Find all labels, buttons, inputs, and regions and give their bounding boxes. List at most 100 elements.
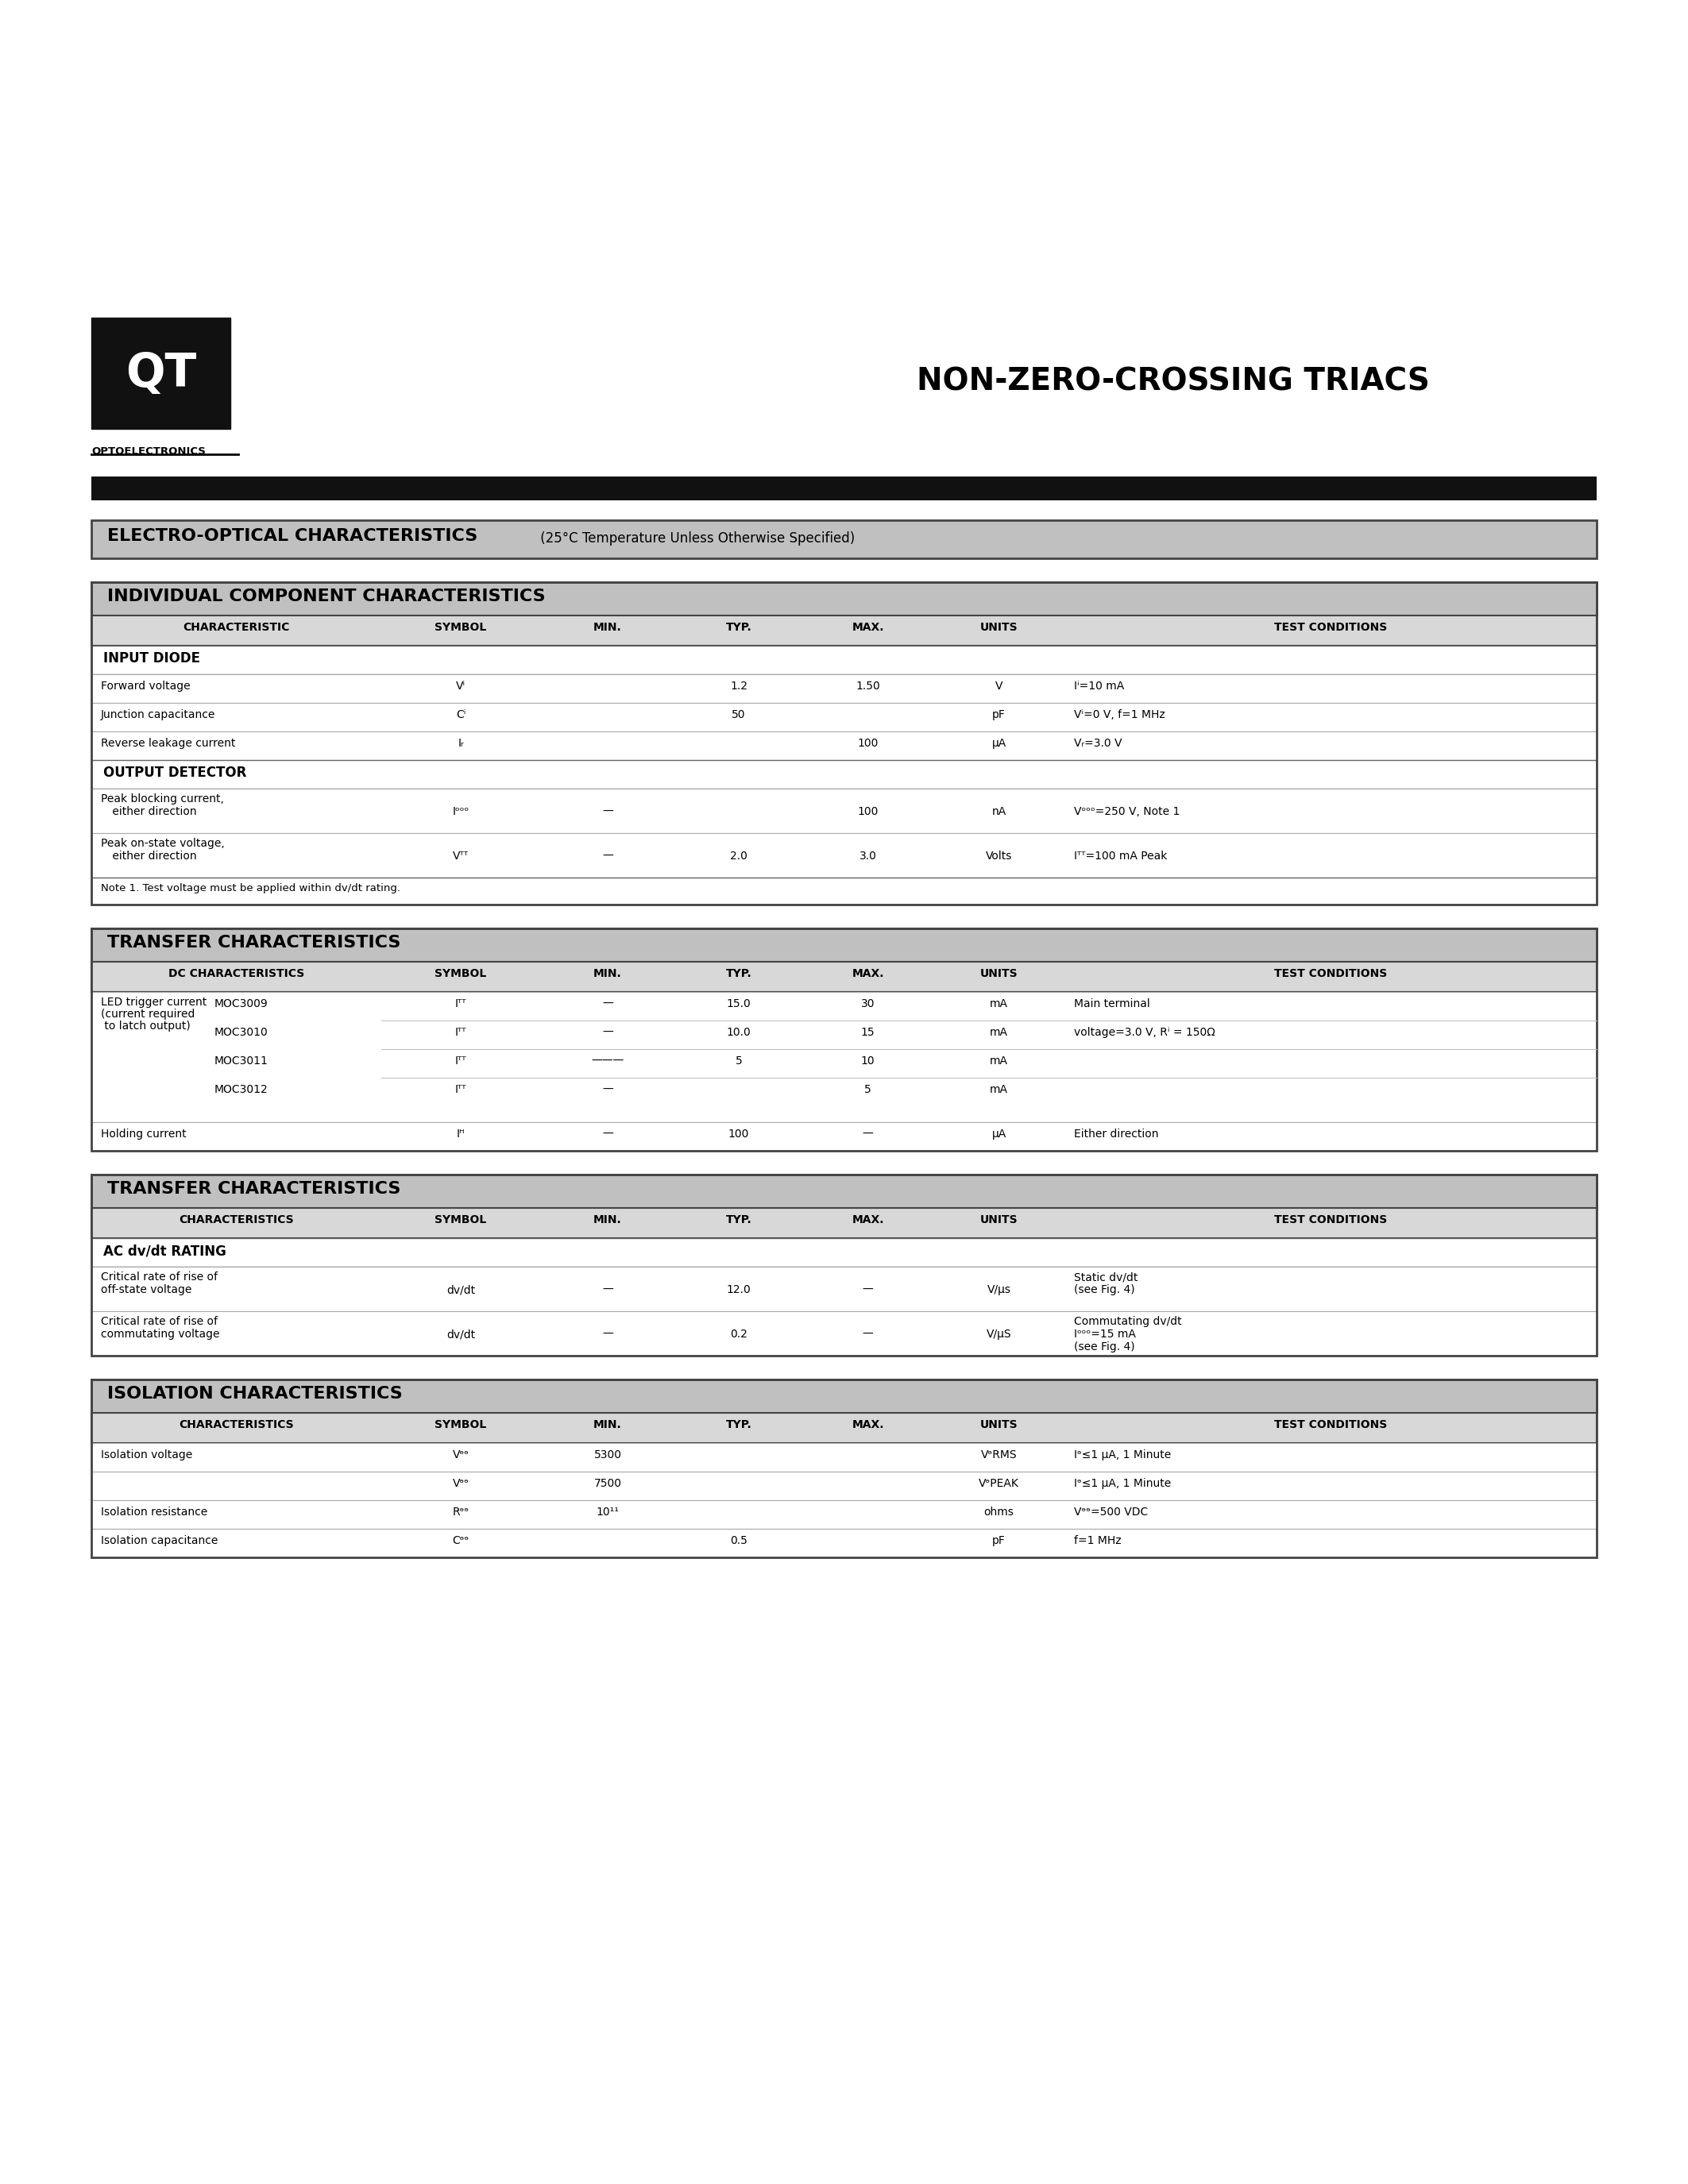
Text: MOC3012: MOC3012 bbox=[214, 1083, 268, 1094]
Text: Vᵒᵒᵒ=250 V, Note 1: Vᵒᵒᵒ=250 V, Note 1 bbox=[1074, 806, 1180, 817]
Text: mA: mA bbox=[989, 998, 1008, 1009]
Bar bbox=[91, 675, 1597, 703]
Text: (current required: (current required bbox=[101, 1009, 194, 1020]
Bar bbox=[91, 1380, 1597, 1413]
Text: MAX.: MAX. bbox=[852, 622, 885, 633]
Text: to latch output): to latch output) bbox=[101, 1020, 191, 1031]
Text: —: — bbox=[863, 1328, 873, 1339]
Bar bbox=[91, 1529, 1597, 1557]
Bar bbox=[91, 1175, 1597, 1208]
Text: (see Fig. 4): (see Fig. 4) bbox=[1074, 1284, 1134, 1295]
Text: TEST CONDITIONS: TEST CONDITIONS bbox=[1274, 1420, 1388, 1431]
Text: Iᵒᵒᵒ=15 mA: Iᵒᵒᵒ=15 mA bbox=[1074, 1328, 1136, 1339]
Text: MIN.: MIN. bbox=[594, 1420, 621, 1431]
Bar bbox=[91, 732, 1597, 760]
Text: MOC3009: MOC3009 bbox=[214, 998, 268, 1009]
Text: UNITS: UNITS bbox=[981, 622, 1018, 633]
Bar bbox=[91, 317, 230, 428]
Text: TYP.: TYP. bbox=[726, 968, 751, 978]
Bar bbox=[91, 583, 1597, 904]
Text: UNITS: UNITS bbox=[981, 1214, 1018, 1225]
Text: UNITS: UNITS bbox=[981, 1420, 1018, 1431]
Text: dv/dt: dv/dt bbox=[446, 1328, 474, 1339]
Text: ELECTRO-OPTICAL CHARACTERISTICS: ELECTRO-OPTICAL CHARACTERISTICS bbox=[108, 529, 478, 544]
Text: 2.0: 2.0 bbox=[729, 850, 748, 863]
Text: MOC3010: MOC3010 bbox=[214, 1026, 268, 1037]
Text: Iᵀᵀ: Iᵀᵀ bbox=[456, 1026, 466, 1037]
Text: CHARACTERISTIC: CHARACTERISTIC bbox=[182, 622, 290, 633]
Text: LED trigger current: LED trigger current bbox=[101, 996, 206, 1007]
Text: Static dv/dt: Static dv/dt bbox=[1074, 1271, 1138, 1282]
Text: —: — bbox=[603, 1284, 613, 1295]
Bar bbox=[91, 1267, 1597, 1310]
Text: Iᵀᵀ: Iᵀᵀ bbox=[456, 998, 466, 1009]
Text: Main terminal: Main terminal bbox=[1074, 998, 1150, 1009]
Text: 7500: 7500 bbox=[594, 1479, 621, 1489]
Text: Iᵣ: Iᵣ bbox=[457, 738, 464, 749]
Text: ———: ——— bbox=[591, 1055, 625, 1066]
Text: —: — bbox=[603, 806, 613, 817]
Text: 100: 100 bbox=[728, 1129, 749, 1140]
Text: TEST CONDITIONS: TEST CONDITIONS bbox=[1274, 622, 1388, 633]
Text: Isolation voltage: Isolation voltage bbox=[101, 1450, 192, 1461]
Text: V/μs: V/μs bbox=[987, 1284, 1011, 1295]
Text: INDIVIDUAL COMPONENT CHARACTERISTICS: INDIVIDUAL COMPONENT CHARACTERISTICS bbox=[108, 587, 545, 605]
Bar bbox=[91, 961, 1597, 992]
Text: voltage=3.0 V, Rⁱ = 150Ω: voltage=3.0 V, Rⁱ = 150Ω bbox=[1074, 1026, 1215, 1037]
Text: Rᵊᵊ: Rᵊᵊ bbox=[452, 1507, 469, 1518]
Text: μA: μA bbox=[991, 1129, 1006, 1140]
Text: nA: nA bbox=[991, 806, 1006, 817]
Text: 100: 100 bbox=[858, 806, 878, 817]
Text: MIN.: MIN. bbox=[594, 1214, 621, 1225]
Text: DC CHARACTERISTICS: DC CHARACTERISTICS bbox=[169, 968, 304, 978]
Text: Commutating dv/dt: Commutating dv/dt bbox=[1074, 1317, 1182, 1328]
Text: CHARACTERISTICS: CHARACTERISTICS bbox=[179, 1214, 294, 1225]
Text: Holding current: Holding current bbox=[101, 1129, 186, 1140]
Text: Vᵊᵊ: Vᵊᵊ bbox=[452, 1450, 469, 1461]
Text: Critical rate of rise of: Critical rate of rise of bbox=[101, 1271, 218, 1282]
Text: NON-ZERO-CROSSING TRIACS: NON-ZERO-CROSSING TRIACS bbox=[917, 367, 1430, 395]
Bar bbox=[91, 832, 1597, 878]
Text: pF: pF bbox=[993, 710, 1006, 721]
Text: MIN.: MIN. bbox=[594, 622, 621, 633]
Text: Isolation capacitance: Isolation capacitance bbox=[101, 1535, 218, 1546]
Text: Iᵊ≤1 μA, 1 Minute: Iᵊ≤1 μA, 1 Minute bbox=[1074, 1479, 1171, 1489]
Text: 10.0: 10.0 bbox=[726, 1026, 751, 1037]
Text: Note 1. Test voltage must be applied within dv/dt rating.: Note 1. Test voltage must be applied wit… bbox=[101, 882, 400, 893]
Text: 1.2: 1.2 bbox=[729, 681, 748, 692]
Text: μA: μA bbox=[991, 738, 1006, 749]
Text: INPUT DIODE: INPUT DIODE bbox=[103, 651, 201, 666]
Text: V: V bbox=[996, 681, 1003, 692]
Text: Iᴴ: Iᴴ bbox=[456, 1129, 464, 1140]
Bar bbox=[91, 788, 1597, 832]
Text: Critical rate of rise of: Critical rate of rise of bbox=[101, 1317, 218, 1328]
Text: —: — bbox=[863, 1284, 873, 1295]
Text: UNITS: UNITS bbox=[981, 968, 1018, 978]
Text: —: — bbox=[603, 850, 613, 863]
Text: TYP.: TYP. bbox=[726, 1214, 751, 1225]
Text: MAX.: MAX. bbox=[852, 968, 885, 978]
Text: Vᵊᵊ=500 VDC: Vᵊᵊ=500 VDC bbox=[1074, 1507, 1148, 1518]
Bar bbox=[91, 1175, 1597, 1356]
Bar bbox=[91, 1238, 1597, 1267]
Bar bbox=[91, 928, 1597, 961]
Text: f=1 MHz: f=1 MHz bbox=[1074, 1535, 1121, 1546]
Text: ohms: ohms bbox=[984, 1507, 1014, 1518]
Text: ISOLATION CHARACTERISTICS: ISOLATION CHARACTERISTICS bbox=[108, 1387, 402, 1402]
Text: Vᵣ=3.0 V: Vᵣ=3.0 V bbox=[1074, 738, 1123, 749]
Text: MAX.: MAX. bbox=[852, 1420, 885, 1431]
Text: OUTPUT DETECTOR: OUTPUT DETECTOR bbox=[103, 767, 246, 780]
Text: Peak blocking current,: Peak blocking current, bbox=[101, 793, 225, 804]
Text: mA: mA bbox=[989, 1083, 1008, 1094]
Text: Volts: Volts bbox=[986, 850, 1013, 863]
Text: 1.50: 1.50 bbox=[856, 681, 879, 692]
Text: SYMBOL: SYMBOL bbox=[436, 968, 486, 978]
Text: SYMBOL: SYMBOL bbox=[436, 1214, 486, 1225]
Text: 5300: 5300 bbox=[594, 1450, 621, 1461]
Text: 5: 5 bbox=[736, 1055, 743, 1066]
Bar bbox=[91, 1413, 1597, 1444]
Bar bbox=[91, 1380, 1597, 1557]
Text: 50: 50 bbox=[733, 710, 746, 721]
Bar bbox=[91, 1444, 1597, 1472]
Text: either direction: either direction bbox=[108, 806, 197, 817]
